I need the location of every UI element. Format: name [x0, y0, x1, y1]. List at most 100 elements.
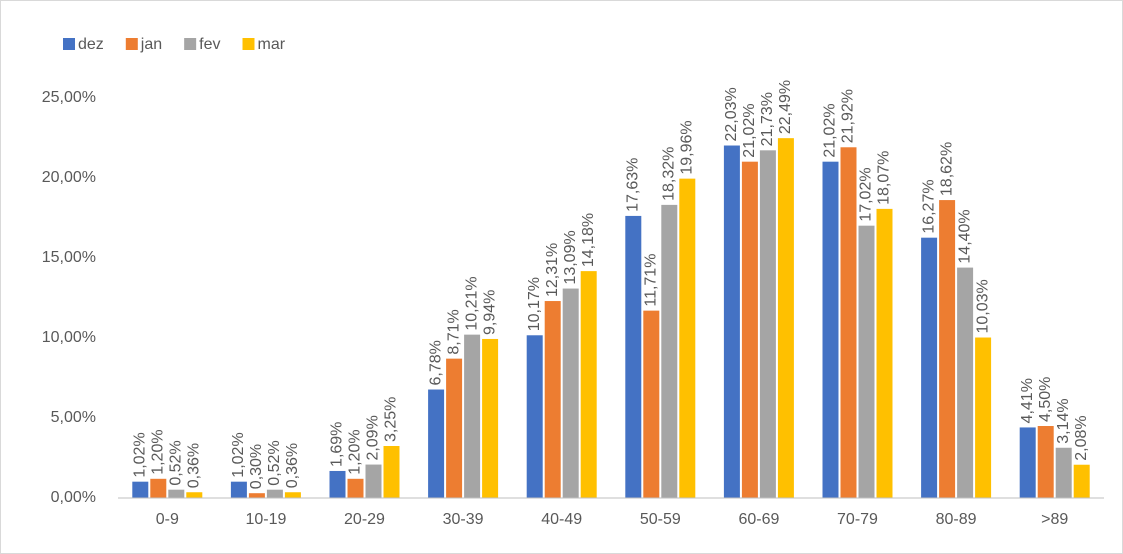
- bar: [1019, 427, 1036, 498]
- data-label: 0,52%: [168, 440, 185, 485]
- bar: [186, 492, 203, 498]
- data-label: 0,52%: [266, 440, 283, 485]
- y-tick-label: 25,00%: [42, 89, 96, 106]
- data-label: 10,21%: [463, 276, 480, 330]
- bar: [132, 481, 149, 498]
- bar: [284, 492, 301, 498]
- data-label: 1,02%: [230, 432, 247, 477]
- x-tick-label: 10-19: [245, 511, 286, 528]
- data-label: 1,69%: [329, 422, 346, 467]
- data-label: 0,36%: [284, 443, 301, 488]
- x-tick-label: 30-39: [443, 511, 484, 528]
- legend-label: dez: [78, 36, 104, 53]
- data-label: 21,02%: [741, 103, 758, 157]
- data-label: 0,30%: [248, 444, 265, 489]
- data-label: 12,31%: [544, 243, 561, 297]
- bar: [266, 489, 283, 498]
- bar: [661, 204, 678, 498]
- data-label: 1,02%: [132, 432, 149, 477]
- data-label: 19,96%: [679, 120, 696, 174]
- data-label: 22,03%: [723, 87, 740, 141]
- data-label: 10,03%: [974, 279, 991, 333]
- data-label: 1,20%: [347, 429, 364, 474]
- data-label: 18,32%: [661, 147, 678, 201]
- data-label: 13,09%: [562, 230, 579, 284]
- x-tick-label: 80-89: [936, 511, 977, 528]
- data-label: 22,49%: [777, 80, 794, 134]
- y-tick-label: 15,00%: [42, 249, 96, 266]
- bar: [876, 208, 893, 498]
- data-label: 21,73%: [759, 92, 776, 146]
- data-label: 9,94%: [481, 290, 498, 335]
- bar: [428, 389, 445, 498]
- bar: [544, 301, 561, 498]
- legend-label: mar: [258, 36, 286, 53]
- bar: [643, 310, 660, 498]
- bar: [329, 470, 346, 498]
- bar: [365, 464, 382, 498]
- y-tick-label: 0,00%: [51, 489, 96, 506]
- y-tick-label: 5,00%: [51, 409, 96, 426]
- bar: [526, 335, 543, 498]
- bar: [1055, 447, 1072, 498]
- data-label: 4,41%: [1019, 378, 1036, 423]
- bar: [822, 161, 839, 498]
- bar: [383, 446, 400, 498]
- bar: [1037, 426, 1054, 498]
- bar: [168, 489, 185, 498]
- data-label: 1,20%: [150, 429, 167, 474]
- x-tick-label: 40-49: [541, 511, 582, 528]
- bar: [482, 338, 499, 498]
- data-label: 18,62%: [938, 142, 955, 196]
- x-tick-label: 70-79: [837, 511, 878, 528]
- data-label: 2,09%: [365, 415, 382, 460]
- data-label: 17,02%: [858, 167, 875, 221]
- bar: [625, 215, 642, 499]
- bar: [840, 147, 857, 498]
- bar: [759, 150, 776, 498]
- bar: [975, 337, 992, 498]
- x-tick-label: 60-69: [738, 511, 779, 528]
- bar: [777, 138, 794, 498]
- data-label: 14,18%: [580, 213, 597, 267]
- data-label: 6,78%: [427, 340, 444, 385]
- data-label: 8,71%: [445, 309, 462, 354]
- data-label: 4,50%: [1037, 377, 1054, 422]
- x-tick-label: 20-29: [344, 511, 385, 528]
- data-label: 10,17%: [526, 277, 543, 331]
- data-label: 3,25%: [383, 397, 400, 442]
- legend-label: fev: [199, 36, 220, 53]
- bar: [741, 161, 758, 498]
- bar: [230, 481, 247, 498]
- bar: [446, 358, 463, 498]
- x-tick-label: 50-59: [640, 511, 681, 528]
- legend-swatch: [184, 38, 197, 50]
- data-label: 14,40%: [956, 209, 973, 263]
- bar: [580, 271, 597, 498]
- y-tick-label: 10,00%: [42, 329, 96, 346]
- legend-swatch: [242, 38, 255, 50]
- bar: [921, 237, 938, 498]
- data-label: 17,63%: [625, 158, 642, 212]
- data-label: 0,36%: [186, 443, 203, 488]
- bar: [679, 178, 696, 498]
- bar: [347, 478, 364, 498]
- bar: [957, 267, 974, 498]
- bar: [939, 200, 956, 498]
- bar: [723, 145, 740, 498]
- bar: [562, 288, 579, 498]
- bar: [150, 478, 167, 498]
- bar: [248, 493, 265, 498]
- data-label: 11,71%: [643, 254, 660, 307]
- data-label: 21,02%: [822, 103, 839, 157]
- bar: [1073, 464, 1090, 498]
- data-label: 18,07%: [876, 151, 893, 205]
- legend-swatch: [63, 38, 75, 50]
- data-label: 16,27%: [920, 179, 937, 233]
- x-tick-label: 0-9: [156, 511, 179, 528]
- legend-swatch: [125, 38, 138, 50]
- data-label: 3,14%: [1055, 398, 1072, 443]
- x-tick-label: >89: [1041, 511, 1068, 528]
- data-label: 21,92%: [840, 89, 857, 143]
